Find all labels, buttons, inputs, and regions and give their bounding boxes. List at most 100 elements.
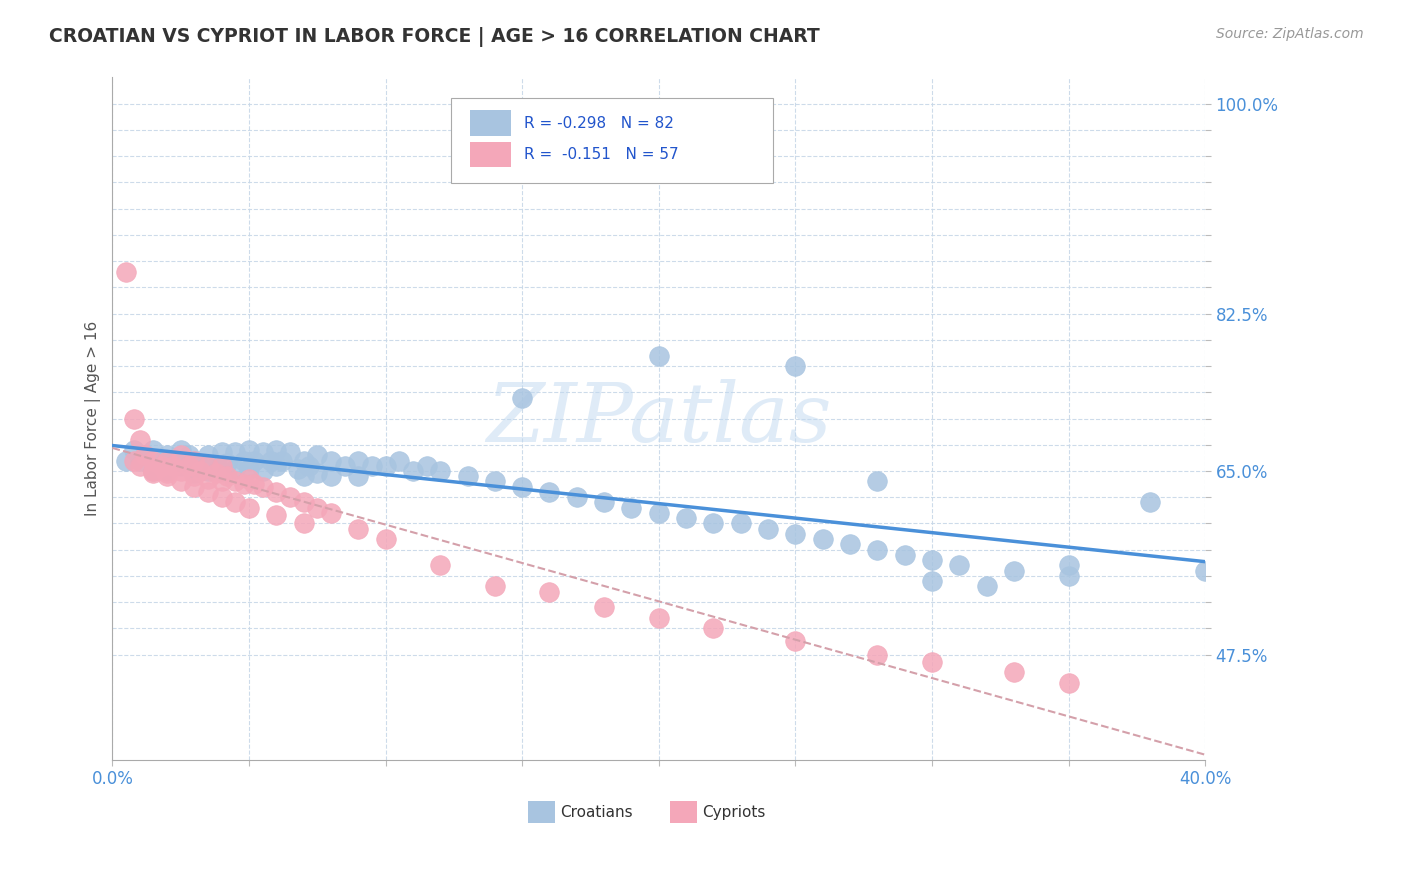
Point — [224, 495, 246, 509]
Point — [620, 500, 643, 515]
Point — [115, 453, 138, 467]
Point — [333, 458, 356, 473]
Point — [565, 490, 588, 504]
Point — [150, 453, 173, 467]
Point — [702, 622, 724, 636]
Point — [252, 464, 274, 478]
Point — [142, 464, 165, 478]
Point — [238, 472, 260, 486]
Point — [162, 458, 184, 473]
Point — [270, 453, 292, 467]
Point — [307, 448, 329, 462]
Point — [224, 462, 246, 476]
Point — [170, 448, 193, 462]
Point — [211, 475, 233, 489]
Text: Cypriots: Cypriots — [703, 805, 766, 820]
Point — [197, 472, 219, 486]
Point — [1057, 676, 1080, 690]
Point — [292, 453, 315, 467]
Point — [675, 511, 697, 525]
Point — [921, 553, 943, 567]
Point — [484, 475, 506, 489]
Point — [921, 574, 943, 589]
Point — [893, 548, 915, 562]
Point — [183, 466, 205, 480]
Point — [593, 600, 616, 615]
Point — [122, 442, 145, 457]
Point — [224, 445, 246, 459]
Point — [278, 490, 301, 504]
Point — [142, 442, 165, 457]
Point — [170, 458, 193, 473]
Point — [177, 448, 200, 462]
Point — [122, 411, 145, 425]
Point — [319, 453, 342, 467]
Point — [183, 469, 205, 483]
Point — [205, 466, 228, 480]
Point — [188, 464, 211, 478]
Point — [150, 458, 173, 473]
Point — [211, 490, 233, 504]
Point — [211, 445, 233, 459]
Point — [224, 475, 246, 489]
Point — [976, 579, 998, 593]
Point — [243, 476, 266, 491]
Point — [388, 453, 411, 467]
Point — [702, 516, 724, 531]
Point — [298, 458, 321, 473]
Point — [287, 462, 309, 476]
Point — [128, 433, 150, 447]
Point — [205, 458, 228, 473]
Point — [785, 634, 807, 648]
Point — [510, 391, 533, 405]
Point — [134, 448, 156, 462]
Point — [211, 464, 233, 478]
Point — [948, 558, 970, 573]
Point — [756, 522, 779, 536]
Point — [292, 495, 315, 509]
Point — [921, 655, 943, 669]
Point — [457, 469, 479, 483]
Point — [510, 480, 533, 494]
Point — [183, 453, 205, 467]
Point — [266, 508, 288, 522]
Point — [183, 453, 205, 467]
Text: CROATIAN VS CYPRIOT IN LABOR FORCE | AGE > 16 CORRELATION CHART: CROATIAN VS CYPRIOT IN LABOR FORCE | AGE… — [49, 27, 820, 46]
Point — [292, 469, 315, 483]
Point — [1057, 569, 1080, 583]
Point — [238, 442, 260, 457]
Point — [538, 485, 561, 500]
Point — [266, 458, 288, 473]
Point — [538, 584, 561, 599]
Point — [156, 469, 179, 483]
Point — [177, 458, 200, 473]
Point — [415, 458, 437, 473]
Point — [866, 475, 889, 489]
Point — [429, 558, 451, 573]
Point — [142, 466, 165, 480]
Point — [197, 464, 219, 478]
Point — [1194, 564, 1216, 578]
Point — [128, 453, 150, 467]
Point — [785, 527, 807, 541]
Point — [319, 469, 342, 483]
Point — [188, 458, 211, 473]
FancyBboxPatch shape — [470, 142, 512, 168]
Point — [142, 453, 165, 467]
Point — [307, 500, 329, 515]
Point — [162, 453, 184, 467]
Point — [232, 453, 254, 467]
Point — [170, 475, 193, 489]
Point — [134, 448, 156, 462]
Point — [319, 506, 342, 520]
Point — [170, 464, 193, 478]
Point — [156, 466, 179, 480]
Point — [128, 458, 150, 473]
Point — [217, 456, 239, 470]
Point — [1002, 564, 1025, 578]
Point — [238, 462, 260, 476]
Point — [1057, 558, 1080, 573]
Point — [292, 516, 315, 531]
Point — [238, 500, 260, 515]
Point — [374, 532, 396, 546]
